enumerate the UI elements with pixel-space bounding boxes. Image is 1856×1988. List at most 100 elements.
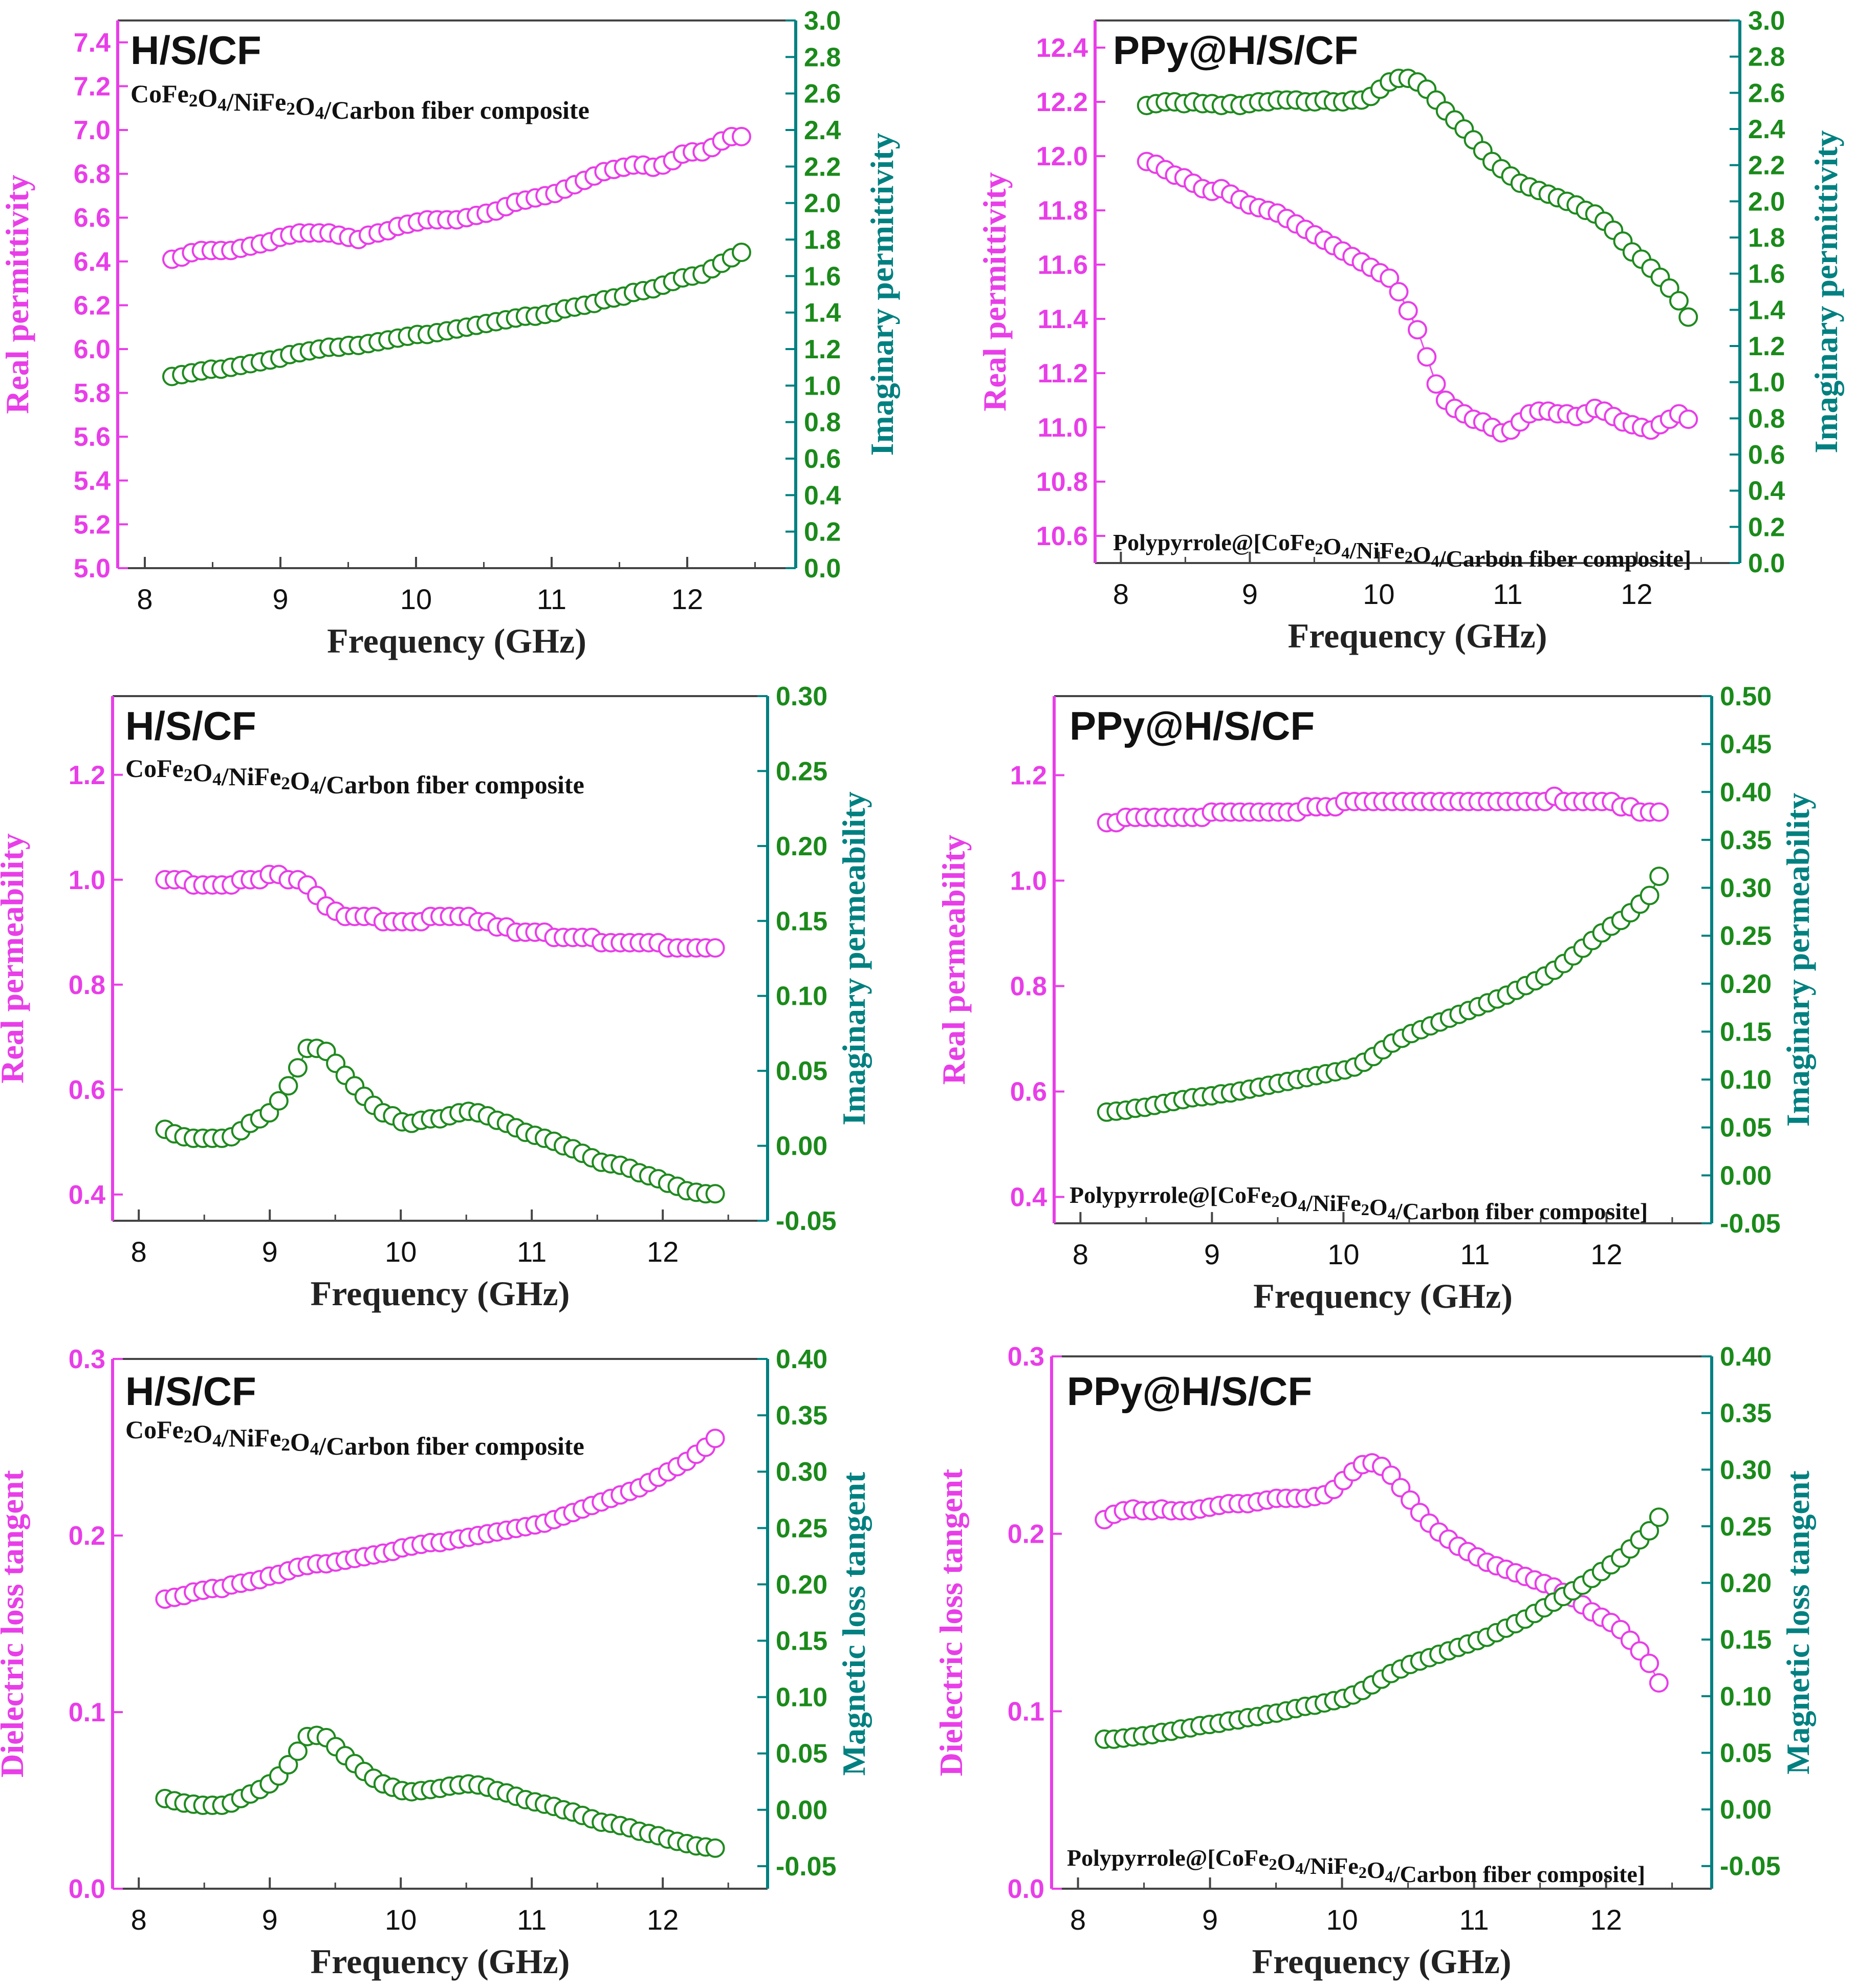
x-tick-label: 9 (1202, 1904, 1218, 1936)
panel-title: PPy@H/S/CF (1069, 703, 1315, 748)
left-y-tick-label: 6.4 (74, 247, 111, 277)
right-y-tick-label: 0.25 (776, 1514, 827, 1543)
left-y-tick-label: 0.1 (69, 1698, 105, 1727)
x-tick-label: 10 (1327, 1238, 1359, 1270)
right-y-tick-label: 0.2 (1748, 512, 1785, 542)
left-y-axis-label: Dielectric loss tangent (0, 1470, 30, 1777)
data-point (1417, 347, 1437, 367)
x-tick-label: 9 (262, 1904, 278, 1936)
x-tick-label: 11 (517, 1904, 547, 1936)
data-point (278, 1755, 298, 1775)
series-left (155, 1429, 725, 1609)
data-point (1649, 867, 1669, 887)
x-tick-label: 12 (647, 1904, 679, 1936)
left-y-tick-label: 7.2 (74, 72, 111, 101)
data-point (1640, 1521, 1660, 1541)
left-y-tick-label: 0.8 (1010, 972, 1047, 1002)
left-y-tick-label: 1.0 (69, 866, 105, 895)
chart-panel-3: 8 9 10 11 12 0.4 0.6 0.8 1.0 1.2 -0.05 0.00 0.05 0.10… (0, 682, 872, 1313)
right-y-tick-label: -0.05 (1720, 1852, 1781, 1882)
right-y-tick-label: 0.50 (1720, 682, 1772, 711)
x-tick-label: 10 (385, 1236, 417, 1268)
right-y-axis-label: Imaginary permittivity (864, 133, 900, 456)
x-tick-label: 12 (671, 583, 703, 615)
x-axis-label: Frequency (GHz) (311, 1274, 570, 1313)
left-y-tick-label: 0.1 (1008, 1697, 1044, 1726)
right-y-tick-label: 2.4 (1748, 115, 1785, 144)
left-y-tick-label: 0.6 (1010, 1077, 1047, 1107)
left-y-tick-label: 0.4 (69, 1180, 105, 1210)
right-y-tick-label: 0.8 (804, 408, 841, 438)
data-point (288, 1058, 308, 1078)
panel-subtitle: CoFe2O4/NiFe2O4/Carbon fiber composite (125, 1415, 584, 1460)
series-right (155, 1725, 725, 1858)
left-y-tick-label: 6.6 (74, 203, 111, 233)
chart-panel-6: 8 9 10 11 12 0.0 0.1 0.2 0.3 -0.05 0.00 0.05 0.10 0.1… (933, 1342, 1816, 1981)
right-y-tick-label: 0.05 (1720, 1113, 1772, 1143)
x-tick-label: 8 (137, 583, 152, 615)
data-point (1426, 374, 1446, 394)
right-y-axis-label: Imaginary permeability (1780, 793, 1816, 1127)
left-y-tick-label: 0.4 (1010, 1183, 1047, 1213)
series-right (1095, 1507, 1669, 1749)
series-left (1097, 786, 1669, 833)
data-point (278, 1076, 298, 1096)
series-left (162, 126, 751, 269)
left-y-tick-label: 10.8 (1036, 467, 1088, 497)
x-tick-label: 9 (272, 583, 288, 615)
data-point (1640, 885, 1660, 905)
left-y-tick-label: 0.8 (69, 970, 105, 1000)
right-y-tick-label: 0.6 (804, 444, 841, 474)
left-y-tick-label: 5.6 (74, 422, 111, 452)
right-y-tick-label: 0.10 (776, 1683, 827, 1713)
right-y-tick-label: 0.10 (1720, 1682, 1772, 1712)
right-y-tick-label: 1.2 (1748, 332, 1785, 361)
left-y-tick-label: 11.0 (1038, 413, 1088, 443)
right-y-tick-label: 2.2 (1748, 151, 1785, 181)
chart-panel-5: 8 9 10 11 12 0.0 0.1 0.2 0.3 -0.05 0.00 0.05 0.10 0.1… (0, 1345, 872, 1981)
left-y-tick-label: 12.2 (1036, 88, 1088, 117)
series-left (1137, 152, 1698, 443)
right-y-tick-label: 3.0 (804, 6, 841, 36)
x-tick-label: 10 (385, 1904, 417, 1936)
x-tick-label: 9 (1204, 1238, 1220, 1270)
left-y-tick-label: 1.0 (1010, 867, 1047, 896)
right-y-tick-label: 1.4 (804, 298, 841, 328)
right-y-tick-label: 2.6 (804, 79, 841, 109)
left-y-tick-label: 6.8 (74, 160, 111, 189)
x-axis-label: Frequency (GHz) (1253, 1277, 1513, 1315)
series-left (155, 865, 725, 958)
right-y-tick-label: 0.00 (1720, 1795, 1772, 1825)
left-y-axis-label: Real permeability (935, 835, 972, 1085)
right-y-tick-label: 0.05 (1720, 1738, 1772, 1768)
right-y-tick-label: 0.30 (1720, 1455, 1772, 1485)
x-tick-label: 12 (1590, 1238, 1622, 1270)
right-y-tick-label: 0.10 (776, 982, 827, 1011)
right-y-tick-label: 0.30 (776, 1457, 827, 1487)
x-axis-label: Frequency (GHz) (1252, 1942, 1512, 1981)
right-y-axis-label: Imaginary permittivity (1808, 131, 1844, 453)
x-tick-label: 9 (262, 1236, 278, 1268)
right-y-tick-label: 0.40 (776, 1345, 827, 1374)
right-y-tick-label: 0.40 (1720, 1342, 1772, 1372)
x-tick-label: 8 (131, 1236, 147, 1268)
data-point (732, 126, 751, 146)
x-tick-label: 9 (1242, 578, 1258, 610)
panel-title: H/S/CF (125, 703, 256, 748)
data-point (705, 1184, 725, 1204)
right-y-tick-label: 2.0 (804, 189, 841, 219)
x-axis-label: Frequency (GHz) (311, 1942, 570, 1981)
x-tick-label: 10 (1326, 1904, 1358, 1936)
right-y-tick-label: 1.8 (1748, 223, 1785, 253)
series-right (155, 1039, 725, 1204)
left-y-tick-label: 0.3 (1008, 1342, 1044, 1372)
chart-panel-2: 8 9 10 11 12 10.6 10.8 11.0 11.2 11.4 11.6 11.8 12.0… (976, 6, 1844, 655)
left-y-tick-label: 0.2 (1008, 1520, 1044, 1549)
right-y-tick-label: 2.4 (804, 116, 841, 145)
right-y-tick-label: 0.20 (1720, 969, 1772, 999)
right-y-tick-label: 0.15 (776, 1627, 827, 1656)
right-y-tick-label: 0.0 (804, 554, 841, 584)
right-y-tick-label: 0.15 (776, 906, 827, 936)
data-point (1649, 802, 1669, 822)
